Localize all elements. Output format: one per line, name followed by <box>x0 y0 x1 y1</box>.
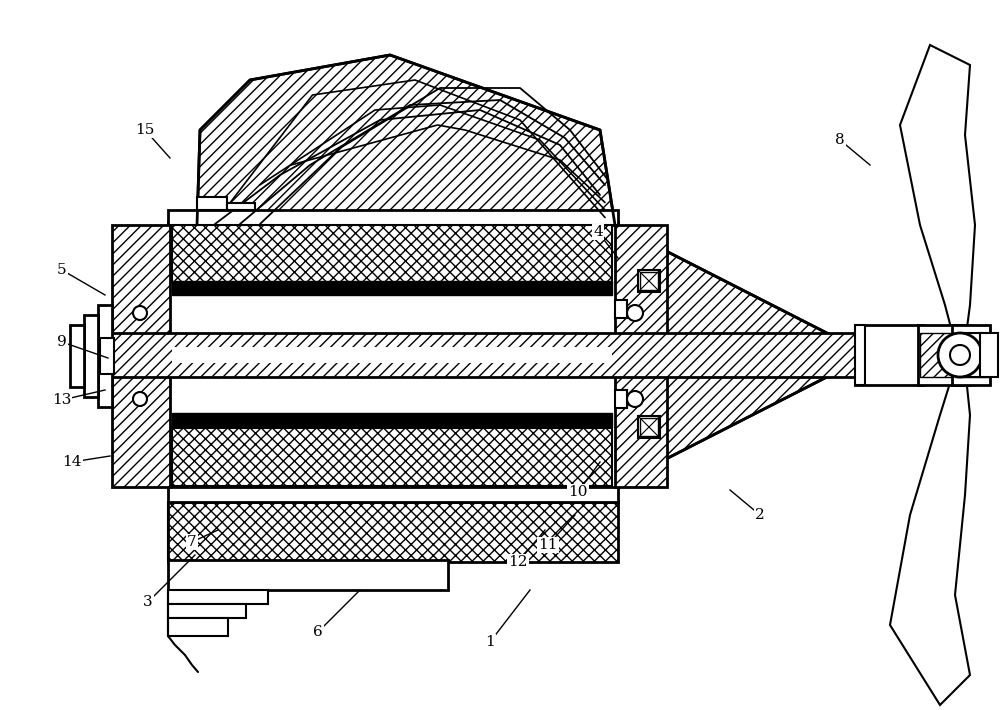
Bar <box>168 222 618 488</box>
Circle shape <box>133 306 147 320</box>
Bar <box>168 487 618 502</box>
Polygon shape <box>890 367 970 705</box>
Text: 9: 9 <box>57 335 67 349</box>
Bar <box>640 418 658 436</box>
Text: 4: 4 <box>593 225 603 239</box>
Text: 8: 8 <box>835 133 845 147</box>
Bar <box>855 325 923 385</box>
Bar <box>168 502 618 562</box>
Text: 3: 3 <box>143 595 153 609</box>
Polygon shape <box>197 55 615 225</box>
Text: 6: 6 <box>313 625 323 639</box>
Bar <box>168 590 268 604</box>
Circle shape <box>627 391 643 407</box>
Bar <box>84 315 98 397</box>
Circle shape <box>938 333 982 377</box>
Bar <box>172 295 612 345</box>
Bar <box>98 305 112 407</box>
Bar <box>638 416 660 438</box>
Text: 5: 5 <box>57 263 67 277</box>
Bar <box>615 300 627 318</box>
Bar <box>197 197 227 210</box>
Bar <box>638 270 660 292</box>
Bar <box>172 363 612 413</box>
Bar <box>172 347 612 363</box>
Bar <box>227 203 255 210</box>
Bar <box>172 428 612 486</box>
Bar <box>100 333 870 377</box>
Bar <box>172 281 612 295</box>
Bar <box>172 413 612 427</box>
Bar <box>100 338 114 374</box>
Bar <box>615 390 627 408</box>
Bar <box>168 604 246 618</box>
Text: 12: 12 <box>508 555 528 569</box>
Bar <box>168 210 618 225</box>
Text: 15: 15 <box>135 123 155 137</box>
Bar <box>855 325 865 385</box>
Text: 10: 10 <box>568 485 588 499</box>
Text: 7: 7 <box>187 535 197 549</box>
Bar <box>955 333 990 377</box>
Polygon shape <box>615 225 870 485</box>
Bar <box>615 225 667 487</box>
Circle shape <box>627 305 643 321</box>
Bar <box>860 333 970 377</box>
Bar <box>168 560 448 590</box>
Text: 11: 11 <box>538 538 558 552</box>
Bar <box>920 333 960 377</box>
Text: 1: 1 <box>485 635 495 649</box>
Text: 13: 13 <box>52 393 72 407</box>
Polygon shape <box>900 45 975 343</box>
Circle shape <box>950 345 970 365</box>
Bar <box>963 333 985 377</box>
Bar <box>980 333 998 377</box>
Bar <box>640 272 658 290</box>
Bar <box>918 325 970 385</box>
Bar <box>168 502 618 560</box>
Bar <box>172 225 612 283</box>
Bar <box>112 225 170 487</box>
Text: 14: 14 <box>62 455 82 469</box>
Text: 2: 2 <box>755 508 765 522</box>
Bar <box>952 325 990 385</box>
Bar <box>168 618 228 636</box>
Bar <box>70 325 84 387</box>
Circle shape <box>133 392 147 406</box>
